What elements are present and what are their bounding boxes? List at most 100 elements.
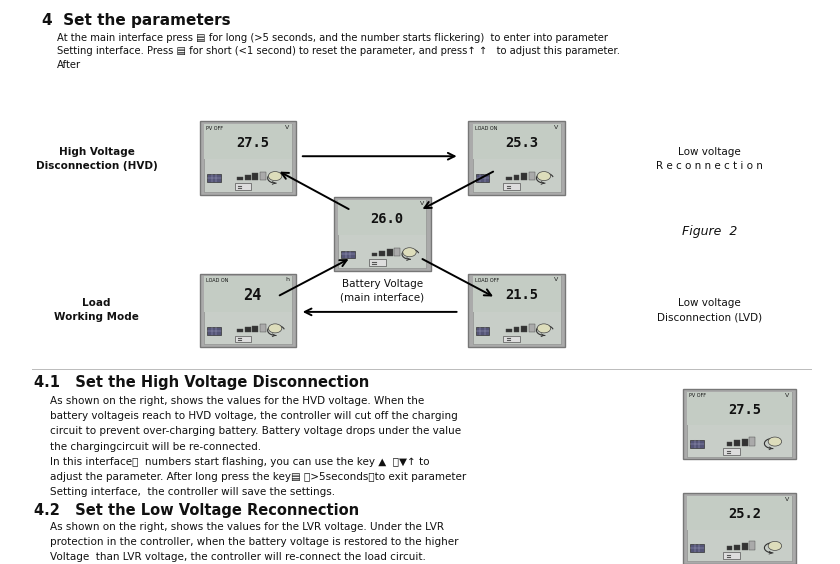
Text: 25.2: 25.2 [728, 507, 761, 521]
Circle shape [269, 324, 282, 333]
Bar [476, 327, 489, 334]
Text: 27.5: 27.5 [236, 136, 269, 149]
Text: 4.1   Set the High Voltage Disconnection: 4.1 Set the High Voltage Disconnection [34, 375, 369, 390]
Text: h: h [286, 277, 289, 283]
Text: 4  Set the parameters: 4 Set the parameters [42, 13, 231, 28]
Text: V: V [785, 393, 790, 398]
Text: protection in the controller, when the battery voltage is restored to the higher: protection in the controller, when the b… [50, 537, 459, 547]
FancyBboxPatch shape [334, 197, 431, 271]
FancyBboxPatch shape [683, 493, 796, 564]
FancyBboxPatch shape [469, 274, 564, 347]
Text: As shown on the right, shows the values for the HVD voltage. When the: As shown on the right, shows the values … [50, 396, 425, 406]
Bar [369, 259, 386, 266]
Circle shape [538, 171, 551, 180]
FancyBboxPatch shape [200, 121, 296, 195]
Bar [723, 448, 740, 455]
Text: V: V [554, 125, 558, 130]
FancyBboxPatch shape [469, 121, 564, 195]
Text: Figure  2: Figure 2 [682, 224, 738, 238]
Bar [244, 175, 250, 180]
Bar [734, 440, 740, 446]
Text: 24: 24 [244, 288, 262, 302]
Bar [742, 439, 748, 446]
Bar [521, 173, 527, 180]
Bar [506, 329, 512, 332]
Text: V: V [785, 497, 790, 502]
Bar [244, 327, 250, 332]
Circle shape [768, 437, 782, 446]
Text: adjust the parameter. After long press the key▤ （>5seconds）to exit parameter: adjust the parameter. After long press t… [50, 472, 467, 482]
Bar [742, 543, 748, 550]
Text: Low voltage
R e c o n n e c t i o n: Low voltage R e c o n n e c t i o n [656, 147, 764, 171]
FancyBboxPatch shape [687, 391, 792, 425]
Bar [528, 171, 534, 180]
FancyBboxPatch shape [204, 276, 292, 344]
Bar [723, 553, 740, 559]
Bar [386, 249, 392, 256]
Text: LOAD ON: LOAD ON [475, 126, 497, 131]
Text: LOAD ON: LOAD ON [207, 278, 228, 283]
Text: Setting interface. Press ▤ for short (<1 second) to reset the parameter, and pre: Setting interface. Press ▤ for short (<1… [57, 46, 620, 56]
Bar [734, 545, 740, 550]
Bar [207, 327, 220, 334]
Bar [503, 183, 520, 190]
Bar [207, 174, 220, 182]
Text: Battery Voltage
(main interface): Battery Voltage (main interface) [340, 279, 424, 302]
Circle shape [402, 248, 417, 257]
Text: High Voltage
Disconnection (HVD): High Voltage Disconnection (HVD) [36, 147, 157, 171]
Text: PV OFF: PV OFF [690, 394, 706, 398]
Text: V: V [285, 125, 289, 130]
Text: V: V [419, 201, 424, 206]
Bar [234, 183, 251, 190]
FancyBboxPatch shape [204, 124, 292, 192]
Bar [260, 324, 265, 332]
Bar [521, 325, 527, 332]
Bar [234, 336, 251, 342]
FancyBboxPatch shape [200, 274, 296, 347]
FancyBboxPatch shape [339, 200, 427, 268]
Bar [252, 173, 258, 180]
FancyBboxPatch shape [472, 124, 561, 192]
Bar [749, 437, 755, 446]
Text: 25.3: 25.3 [505, 136, 538, 149]
FancyBboxPatch shape [687, 496, 792, 561]
Text: LOAD OFF: LOAD OFF [475, 278, 499, 283]
Text: As shown on the right, shows the values for the LVR voltage. Under the LVR: As shown on the right, shows the values … [50, 522, 444, 532]
FancyBboxPatch shape [683, 389, 796, 459]
Text: After: After [57, 60, 81, 70]
Bar [503, 336, 520, 342]
FancyBboxPatch shape [687, 496, 792, 530]
Text: the chargingcircuit will be re-connected.: the chargingcircuit will be re-connected… [50, 442, 261, 452]
Bar [506, 177, 512, 180]
Bar [237, 177, 243, 180]
Bar [727, 442, 732, 446]
Text: Voltage  than LVR voltage, the controller will re-connect the load circuit.: Voltage than LVR voltage, the controller… [50, 552, 426, 562]
FancyBboxPatch shape [472, 276, 561, 311]
Text: 21.5: 21.5 [505, 288, 538, 302]
Text: circuit to prevent over-charging battery. Battery voltage drops under the value: circuit to prevent over-charging battery… [50, 426, 461, 437]
Bar [690, 440, 704, 448]
Bar [690, 544, 704, 552]
Text: At the main interface press ▤ for long (>5 seconds, and the number starts flicke: At the main interface press ▤ for long (… [57, 33, 608, 43]
FancyBboxPatch shape [472, 276, 561, 344]
Text: Load
Working Mode: Load Working Mode [54, 298, 139, 322]
Text: V: V [554, 277, 558, 283]
Bar [727, 547, 732, 550]
Text: 27.5: 27.5 [728, 403, 761, 417]
FancyBboxPatch shape [339, 200, 427, 235]
FancyBboxPatch shape [472, 124, 561, 159]
Circle shape [538, 324, 551, 333]
Circle shape [269, 171, 282, 180]
Bar [260, 171, 265, 180]
FancyBboxPatch shape [687, 391, 792, 457]
Bar [394, 248, 400, 256]
Bar [513, 175, 519, 180]
Bar [237, 329, 243, 332]
Text: Setting interface,  the controller will save the settings.: Setting interface, the controller will s… [50, 487, 335, 497]
Text: PV OFF: PV OFF [207, 126, 223, 131]
FancyBboxPatch shape [204, 124, 292, 159]
Bar [252, 325, 258, 332]
Circle shape [768, 541, 782, 550]
Bar [528, 324, 534, 332]
Text: 26.0: 26.0 [370, 212, 403, 226]
